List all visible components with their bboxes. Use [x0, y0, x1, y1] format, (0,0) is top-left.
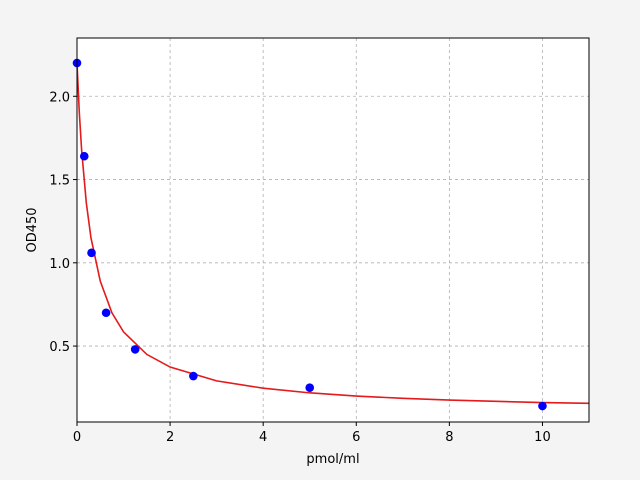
- y-tick-label: 1.5: [49, 174, 70, 189]
- plot-area: [77, 38, 589, 422]
- point: [538, 401, 547, 411]
- plot-frame: [76, 37, 590, 423]
- y-tick-label: 0.5: [49, 340, 70, 355]
- point: [305, 383, 315, 392]
- point: [101, 308, 111, 318]
- point: [130, 345, 140, 354]
- x-tick-label: 0: [73, 430, 81, 445]
- x-tick-label: 4: [259, 430, 267, 445]
- x-tick-label: 6: [352, 430, 360, 445]
- fit-curve: [76, 62, 590, 405]
- point: [87, 248, 96, 258]
- y-axis-label: OD450: [25, 207, 40, 252]
- point: [79, 151, 89, 161]
- x-tick-label: 2: [166, 430, 174, 445]
- y-tick-label: 2.0: [49, 90, 70, 105]
- x-axis-label: pmol/ml: [306, 452, 359, 467]
- x-tick-label: 8: [445, 430, 453, 445]
- point: [189, 371, 198, 381]
- x-tick-label: 10: [534, 430, 551, 445]
- y-tick-label: 1.0: [49, 257, 70, 272]
